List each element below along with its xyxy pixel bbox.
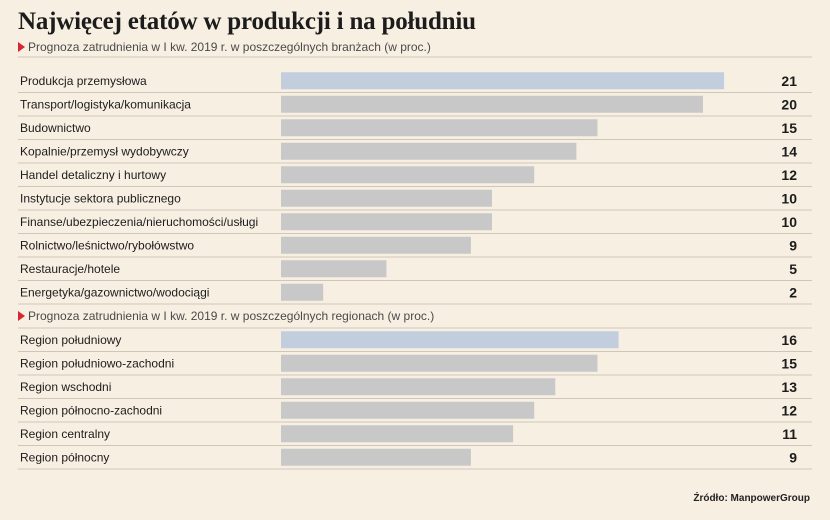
value-label: 12 <box>781 402 797 418</box>
bar <box>281 142 577 160</box>
region-subtitle: Prognoza zatrudnienia w I kw. 2019 r. w … <box>18 309 434 323</box>
bar <box>281 283 324 301</box>
value-label: 16 <box>781 332 797 348</box>
category-label: Region południowy <box>20 333 121 347</box>
category-label: Restauracje/hotele <box>20 262 120 276</box>
chart-title: Najwięcej etatów w produkcji i na połudn… <box>18 8 476 35</box>
bar <box>281 213 492 231</box>
industry-subtitle-text: Prognoza zatrudnienia w I kw. 2019 r. w … <box>28 40 431 54</box>
value-label: 11 <box>782 426 797 442</box>
bar <box>281 166 535 184</box>
category-label: Region południowo-zachodni <box>20 356 174 370</box>
category-label: Instytucje sektora publicznego <box>20 191 181 205</box>
category-label: Rolnictwo/leśnictwo/rybołówstwo <box>20 238 194 252</box>
bar <box>281 189 492 207</box>
category-label: Finanse/ubezpieczenia/nieruchomości/usłu… <box>20 215 258 229</box>
industry-subtitle: Prognoza zatrudnienia w I kw. 2019 r. w … <box>18 40 431 54</box>
bar <box>281 236 471 254</box>
value-label: 13 <box>781 379 797 395</box>
bar <box>281 448 471 466</box>
category-label: Region wschodni <box>20 380 111 394</box>
value-label: 9 <box>789 449 797 465</box>
value-label: 9 <box>789 237 797 253</box>
bar <box>281 354 598 372</box>
category-label: Kopalnie/przemysł wydobywczy <box>20 144 189 158</box>
category-label: Region centralny <box>20 427 110 441</box>
category-label: Region północno-zachodni <box>20 403 162 417</box>
value-label: 12 <box>781 167 797 183</box>
category-label: Region północny <box>20 450 109 464</box>
region-subtitle-text: Prognoza zatrudnienia w I kw. 2019 r. w … <box>28 309 435 323</box>
value-label: 10 <box>781 190 797 206</box>
value-label: 15 <box>781 120 797 136</box>
bar <box>281 378 556 396</box>
bar <box>281 95 703 113</box>
category-label: Transport/logistyka/komunikacja <box>20 97 191 111</box>
value-label: 14 <box>781 143 797 159</box>
bar <box>281 401 535 419</box>
value-label: 2 <box>789 284 797 300</box>
value-label: 10 <box>781 214 797 230</box>
value-label: 20 <box>781 96 797 112</box>
bar <box>281 72 725 90</box>
value-label: 21 <box>781 73 797 89</box>
bar <box>281 119 598 137</box>
bar <box>281 260 387 278</box>
category-label: Energetyka/gazownictwo/wodociągi <box>20 285 209 299</box>
category-label: Produkcja przemysłowa <box>20 74 147 88</box>
value-label: 5 <box>789 261 797 277</box>
value-label: 15 <box>781 355 797 371</box>
source-note: Źródło: ManpowerGroup <box>693 493 810 504</box>
bar <box>281 425 514 443</box>
category-label: Handel detaliczny i hurtowy <box>20 168 166 182</box>
category-label: Budownictwo <box>20 121 91 135</box>
red-triangle-icon <box>18 42 25 52</box>
bar <box>281 331 619 349</box>
red-triangle-icon <box>18 311 25 321</box>
